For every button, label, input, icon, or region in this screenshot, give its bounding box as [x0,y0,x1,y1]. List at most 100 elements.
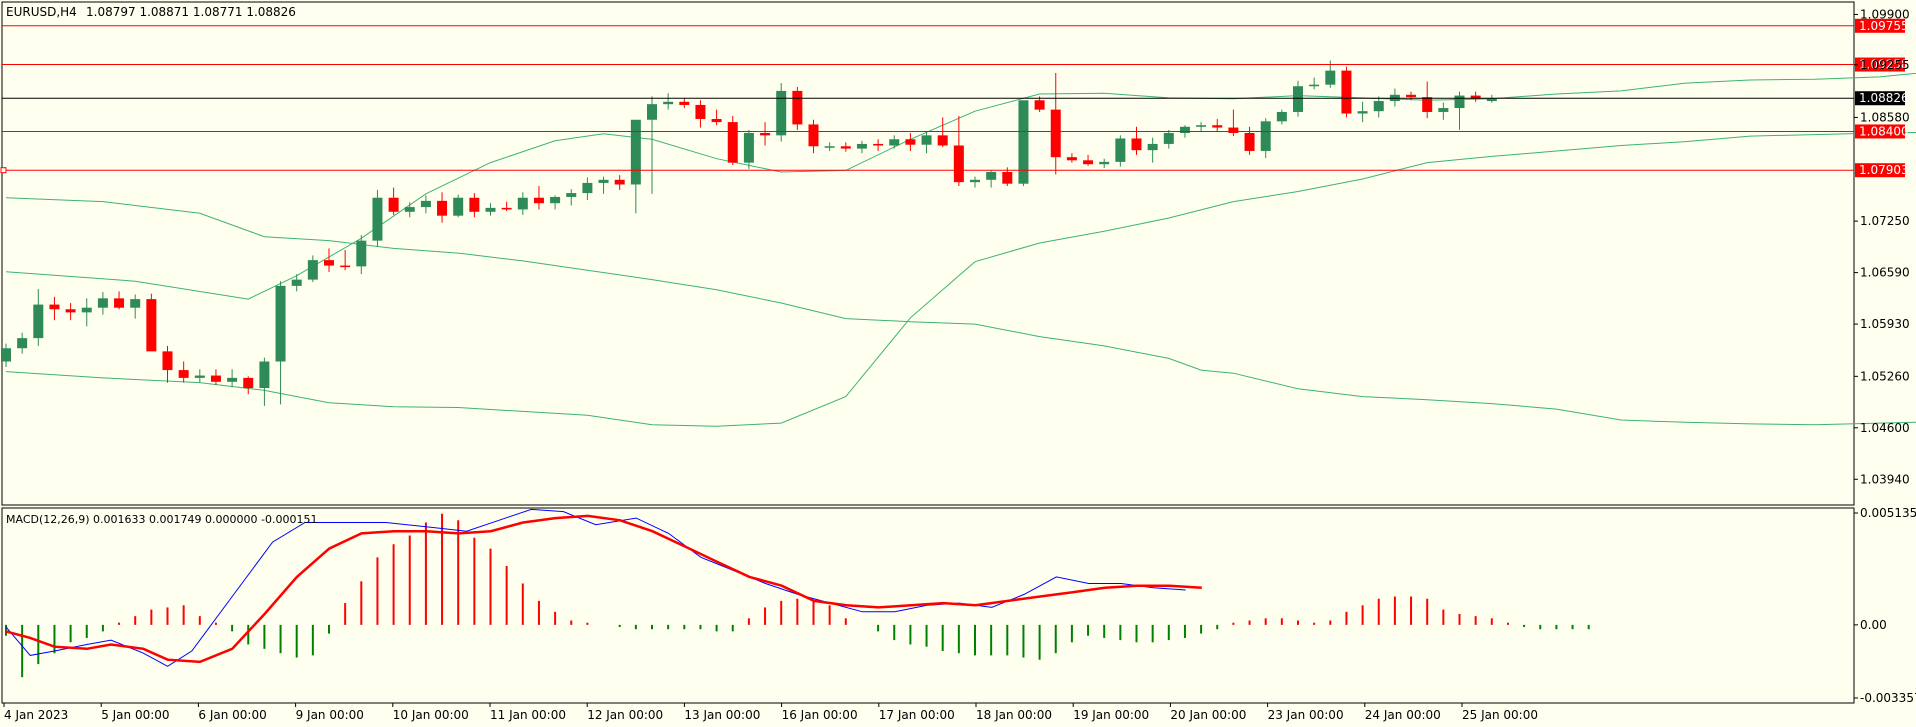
candlestick[interactable] [986,170,997,188]
candlestick[interactable] [695,100,706,128]
candlestick[interactable] [81,298,92,327]
candlestick[interactable] [356,235,367,275]
candlestick[interactable] [130,294,141,319]
candle-body [420,200,431,208]
candlestick[interactable] [114,291,125,310]
candlestick[interactable] [259,357,270,406]
candlestick[interactable] [275,281,286,405]
candlestick[interactable] [970,176,980,188]
candlestick[interactable] [808,119,819,154]
candlestick[interactable] [1099,158,1110,169]
candlestick[interactable] [533,186,544,210]
candlestick[interactable] [921,131,932,154]
candlestick[interactable] [291,274,302,292]
candlestick[interactable] [1115,135,1126,167]
candlestick[interactable] [33,288,44,346]
candlestick[interactable] [97,292,108,315]
candlestick[interactable] [146,293,157,352]
level-handle-marker[interactable] [0,167,7,174]
candlestick[interactable] [727,115,738,165]
candlestick[interactable] [324,248,334,272]
candlestick[interactable] [889,135,900,149]
candlestick[interactable] [824,142,835,151]
candlestick[interactable] [437,192,448,223]
candlestick[interactable] [550,195,561,210]
candlestick[interactable] [1470,91,1481,102]
candlestick[interactable] [1018,100,1029,187]
candlestick[interactable] [243,376,254,395]
candlestick[interactable] [1438,102,1449,120]
candlestick[interactable] [194,369,205,383]
candlestick[interactable] [1050,72,1061,175]
candlestick[interactable] [647,96,657,194]
candle-body [889,139,900,146]
candle-body [259,361,270,389]
candlestick[interactable] [65,303,76,321]
candlestick[interactable] [1373,96,1384,118]
candlestick[interactable] [1406,91,1417,101]
candlestick[interactable] [1454,91,1465,130]
candlestick[interactable] [1260,118,1271,158]
candlestick[interactable] [49,296,60,321]
candlestick[interactable] [614,175,625,190]
candlestick[interactable] [1228,109,1239,137]
candle-body [324,260,334,266]
candlestick[interactable] [937,117,948,148]
candlestick[interactable] [663,93,674,110]
time-axis-tick-label: 25 Jan 00:00 [1462,708,1538,722]
candlestick[interactable] [711,109,722,126]
candlestick[interactable] [517,192,528,215]
candlestick[interactable] [873,139,884,151]
candlestick[interactable] [1357,101,1368,123]
candlestick[interactable] [840,142,851,152]
candlestick[interactable] [420,195,431,214]
candlestick[interactable] [776,83,787,142]
price-axis-tick-label: 1.06590 [1860,266,1910,280]
candle-body [275,285,286,362]
candlestick[interactable] [307,255,318,282]
candle-body [760,133,771,136]
candlestick[interactable] [1066,153,1077,163]
candle-body [905,139,916,145]
candlestick[interactable] [469,193,480,218]
candlestick[interactable] [1309,77,1320,90]
candlestick[interactable] [760,122,771,146]
candle-body [243,377,254,389]
candlestick[interactable] [1422,81,1433,119]
candlestick[interactable] [227,369,238,388]
candlestick[interactable] [485,203,496,216]
candlestick[interactable] [566,189,577,206]
candlestick[interactable] [1389,88,1400,107]
candlestick[interactable] [453,194,464,218]
candlestick[interactable] [388,187,399,215]
candlestick[interactable] [162,345,173,383]
candlestick[interactable] [1196,122,1207,132]
candlestick[interactable] [1341,66,1352,118]
candlestick[interactable] [178,361,189,383]
candlestick[interactable] [905,133,916,151]
candlestick[interactable] [372,189,383,247]
candlestick[interactable] [1212,118,1223,132]
candlestick[interactable] [210,369,221,385]
candlestick[interactable] [598,176,609,194]
candlestick[interactable] [501,201,512,211]
candlestick[interactable] [679,97,690,109]
candlestick[interactable] [1034,96,1045,112]
candlestick[interactable] [582,177,593,201]
candlestick[interactable] [1,343,11,367]
candlestick[interactable] [1276,109,1287,125]
candlestick[interactable] [856,140,867,154]
candlestick[interactable] [792,87,803,130]
candle-body [1454,95,1465,109]
candlestick[interactable] [743,129,754,169]
candlestick[interactable] [340,249,351,271]
candlestick[interactable] [953,115,964,187]
candlestick[interactable] [17,332,28,354]
candlestick[interactable] [404,202,415,218]
candlestick[interactable] [630,119,641,214]
candle-body [291,279,302,286]
candlestick[interactable] [1083,154,1094,166]
candlestick[interactable] [1147,137,1158,163]
candlestick[interactable] [1163,129,1174,149]
